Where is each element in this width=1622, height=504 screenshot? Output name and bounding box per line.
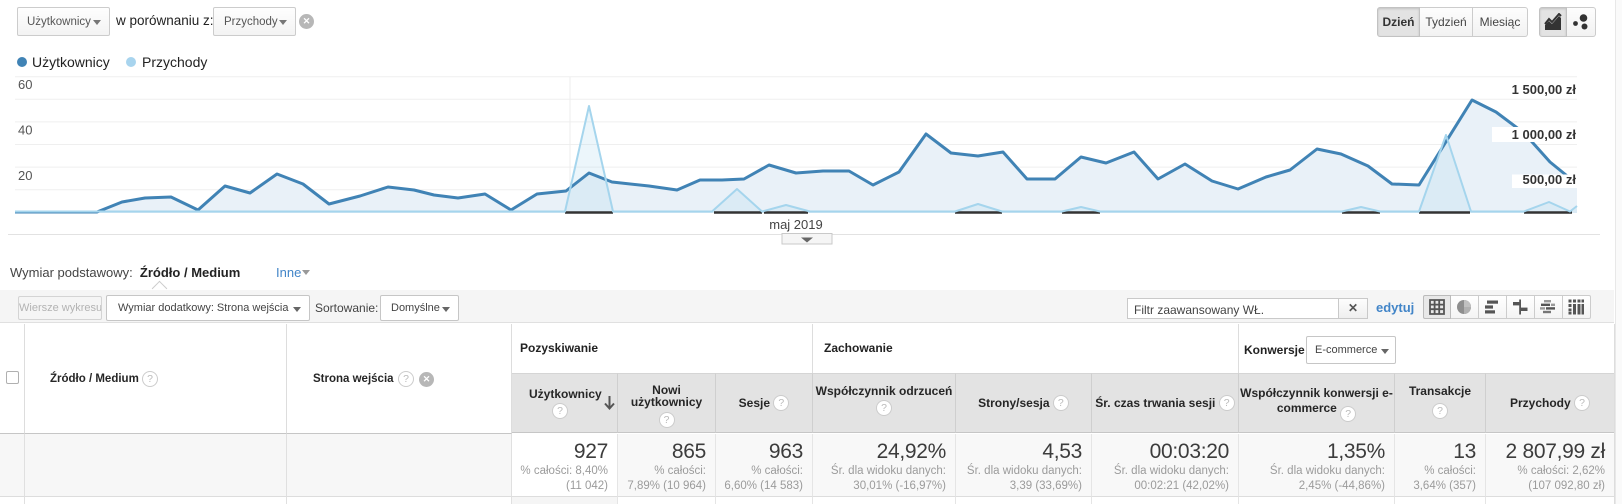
- svg-text:1 500,00 zł: 1 500,00 zł: [1512, 82, 1577, 97]
- svg-text:500,00 zł: 500,00 zł: [1523, 172, 1577, 187]
- svg-text:maj 2019: maj 2019: [769, 217, 822, 232]
- svg-text:1 000,00 zł: 1 000,00 zł: [1512, 127, 1577, 142]
- svg-text:40: 40: [18, 123, 32, 138]
- svg-text:60: 60: [18, 77, 32, 92]
- svg-text:20: 20: [18, 168, 32, 183]
